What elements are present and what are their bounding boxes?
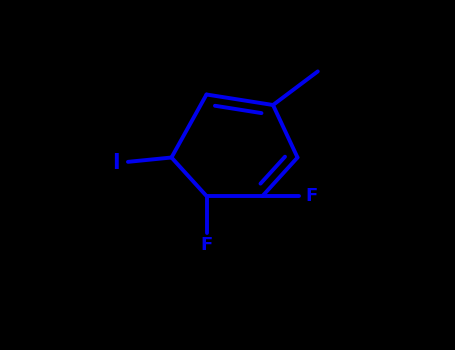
Text: F: F xyxy=(200,236,212,254)
Text: I: I xyxy=(112,153,120,173)
Text: F: F xyxy=(305,187,318,205)
